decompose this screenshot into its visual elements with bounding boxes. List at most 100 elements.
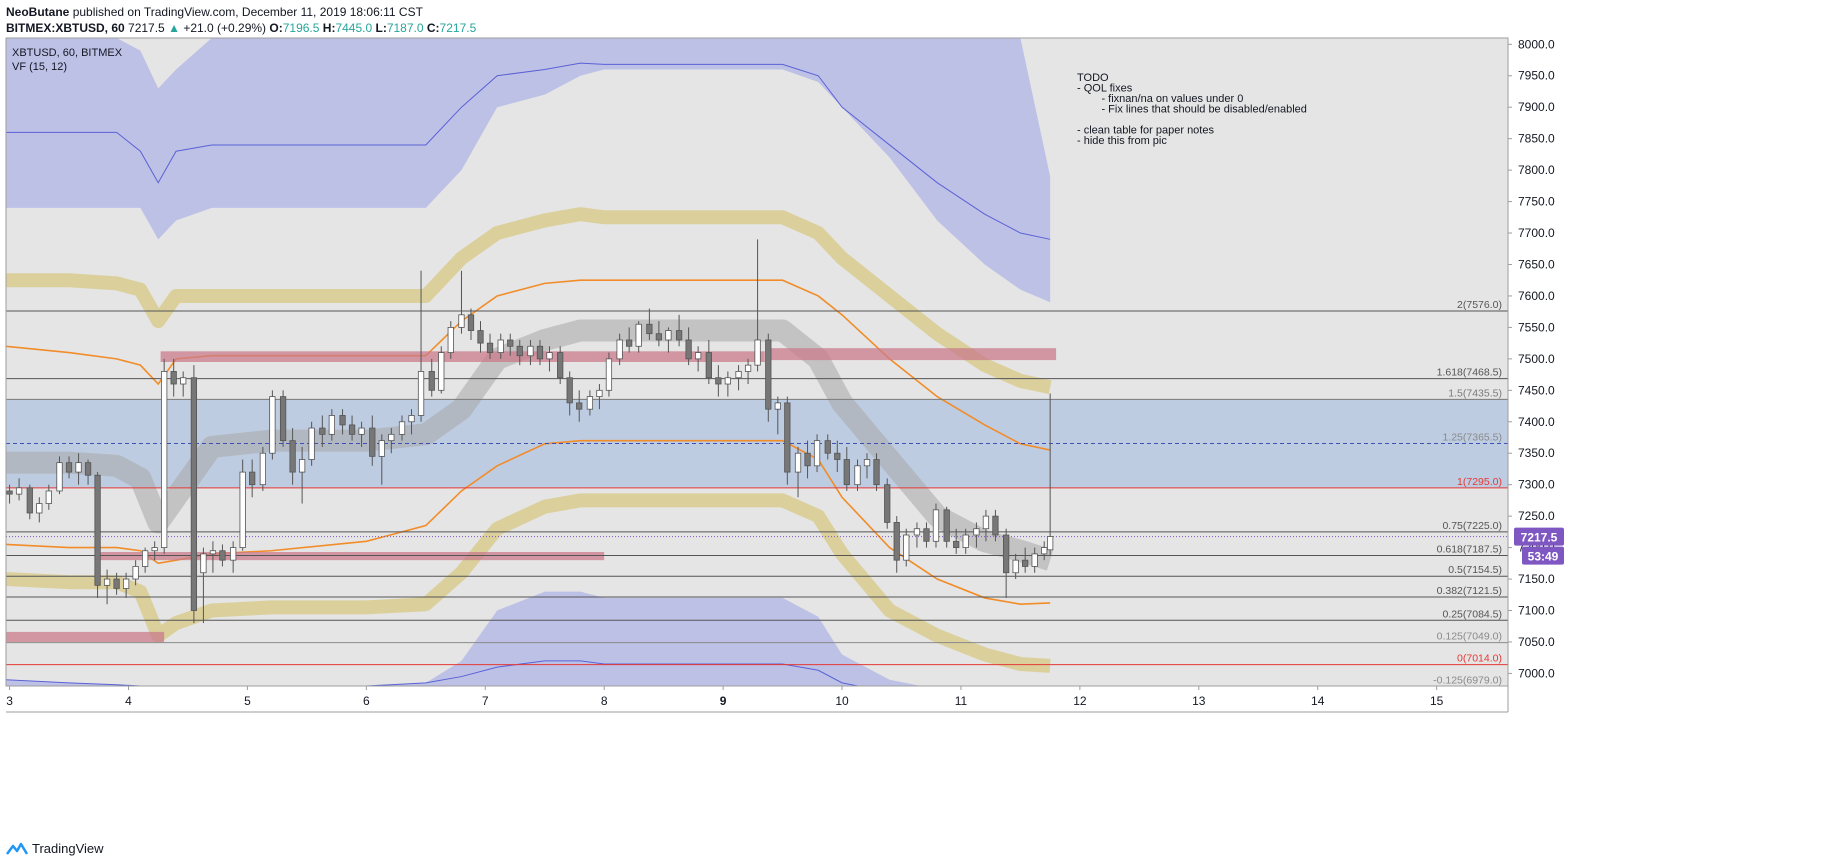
candle-body bbox=[328, 415, 335, 435]
candle-body bbox=[516, 345, 523, 357]
todo-note-line: - clean table for paper notes bbox=[1077, 125, 1214, 137]
todo-note-line: - fixnan/na on values under 0 bbox=[1077, 93, 1243, 105]
candle-body bbox=[586, 396, 594, 410]
lower-blue-band bbox=[6, 591, 922, 686]
author-name[interactable]: NeoButane bbox=[6, 5, 70, 19]
todo-note-line: TODO bbox=[1077, 72, 1109, 84]
y-tick-label: 7100.0 bbox=[1518, 604, 1555, 618]
y-tick-label: 7900.0 bbox=[1518, 100, 1555, 114]
candle-body bbox=[605, 358, 613, 391]
candle-body bbox=[843, 459, 850, 486]
fib-level-label: 0.382(7121.5) bbox=[1437, 585, 1502, 597]
candle-body bbox=[774, 402, 781, 410]
legend-indicator: VF (15, 12) bbox=[12, 61, 67, 73]
fib-level-label: 0.618(7187.5) bbox=[1437, 543, 1502, 555]
high-value: 7445.0 bbox=[335, 21, 373, 35]
legend-symbol: XBTUSD, 60, BITMEX bbox=[12, 47, 123, 59]
footer-branding[interactable]: TradingView bbox=[6, 841, 104, 856]
candle-body bbox=[279, 396, 287, 442]
candle-body bbox=[953, 540, 960, 548]
last-price: 7217.5 bbox=[128, 21, 165, 35]
candle-body bbox=[873, 459, 880, 486]
fib-level-label: 2(7576.0) bbox=[1457, 299, 1502, 311]
candle-body bbox=[319, 427, 326, 435]
candle-body bbox=[893, 522, 900, 561]
fib-level-label: -0.125(6979.0) bbox=[1433, 675, 1502, 687]
candle-body bbox=[94, 474, 101, 586]
middle-gray-band bbox=[6, 319, 1054, 571]
resistance-zone bbox=[6, 631, 165, 642]
candle-body bbox=[646, 323, 653, 335]
candle-body bbox=[447, 326, 454, 353]
countdown-badge bbox=[1522, 546, 1564, 565]
y-tick-label: 7350.0 bbox=[1518, 446, 1555, 460]
close-value: 7217.5 bbox=[439, 21, 477, 35]
fib-level-label: 1(7295.0) bbox=[1457, 476, 1502, 488]
resistance-zone bbox=[98, 551, 605, 561]
fib-level-label: 0.5(7154.5) bbox=[1448, 564, 1502, 576]
x-tick-label: 13 bbox=[1192, 694, 1206, 708]
x-tick-label: 10 bbox=[835, 694, 849, 708]
candle-body bbox=[863, 459, 871, 467]
candle-body bbox=[695, 352, 702, 360]
fib-level-label: 0.25(7084.5) bbox=[1442, 608, 1502, 620]
y-tick-label: 7950.0 bbox=[1518, 69, 1555, 83]
upper-tan-band bbox=[6, 207, 1052, 395]
candle-body bbox=[289, 440, 296, 473]
fib-level-label: 1.618(7468.5) bbox=[1437, 367, 1502, 379]
candle-body bbox=[467, 314, 475, 331]
close-label: C: bbox=[426, 21, 440, 35]
candle-body bbox=[884, 484, 891, 523]
y-tick-label: 7850.0 bbox=[1518, 132, 1555, 146]
fib-level-label: 1.5(7435.5) bbox=[1448, 387, 1502, 399]
y-tick-label: 7450.0 bbox=[1518, 383, 1555, 397]
candle-body bbox=[239, 471, 246, 548]
candle-body bbox=[190, 377, 198, 611]
fib-level-label: 0(7014.0) bbox=[1457, 653, 1502, 665]
candle-body bbox=[458, 314, 465, 328]
y-tick-label: 7800.0 bbox=[1518, 163, 1555, 177]
candle-body bbox=[923, 528, 930, 542]
candle-body bbox=[685, 339, 692, 360]
y-tick-label: 7650.0 bbox=[1518, 257, 1555, 271]
candle-body bbox=[170, 371, 177, 385]
candle-body bbox=[417, 371, 425, 416]
candle-body bbox=[200, 553, 207, 574]
candle-body bbox=[913, 528, 921, 536]
todo-note-line: - QOL fixes bbox=[1077, 83, 1133, 95]
x-tick-label: 11 bbox=[955, 694, 968, 708]
candle-body bbox=[142, 550, 149, 567]
candle-body bbox=[546, 352, 553, 360]
candle-body bbox=[26, 487, 33, 514]
low-value: 7187.0 bbox=[386, 21, 424, 35]
publish-text: published on TradingView.com, December 1… bbox=[72, 5, 423, 19]
candle-body bbox=[180, 377, 187, 385]
brand-name: TradingView bbox=[32, 841, 104, 856]
y-tick-label: 7150.0 bbox=[1518, 572, 1555, 586]
y-tick-label: 7550.0 bbox=[1518, 320, 1555, 334]
x-tick-label: 8 bbox=[601, 694, 608, 708]
candle-body bbox=[103, 578, 111, 586]
y-tick-label: 7250.0 bbox=[1518, 509, 1555, 523]
candle-body bbox=[715, 377, 722, 385]
y-tick-label: 7300.0 bbox=[1518, 478, 1555, 492]
candle-body bbox=[358, 427, 365, 435]
candle-body bbox=[903, 534, 910, 561]
lower-orange-line bbox=[6, 439, 1051, 606]
todo-note-line: - Fix lines that should be disabled/enab… bbox=[1077, 104, 1307, 116]
candle-body bbox=[161, 371, 168, 548]
candle-body bbox=[724, 377, 731, 385]
candle-body bbox=[665, 330, 672, 341]
open-label: O: bbox=[269, 21, 283, 35]
candle-body bbox=[854, 465, 861, 486]
publish-info: NeoButane published on TradingView.com, … bbox=[6, 5, 423, 19]
candle-body bbox=[348, 424, 356, 435]
y-tick-label: 7750.0 bbox=[1518, 195, 1555, 209]
candle-body bbox=[497, 339, 504, 353]
candle-body bbox=[132, 566, 139, 580]
price-badge bbox=[1514, 527, 1564, 546]
tradingview-logo-icon bbox=[6, 842, 28, 855]
candle-body bbox=[151, 547, 158, 552]
x-tick-label: 4 bbox=[125, 694, 132, 708]
